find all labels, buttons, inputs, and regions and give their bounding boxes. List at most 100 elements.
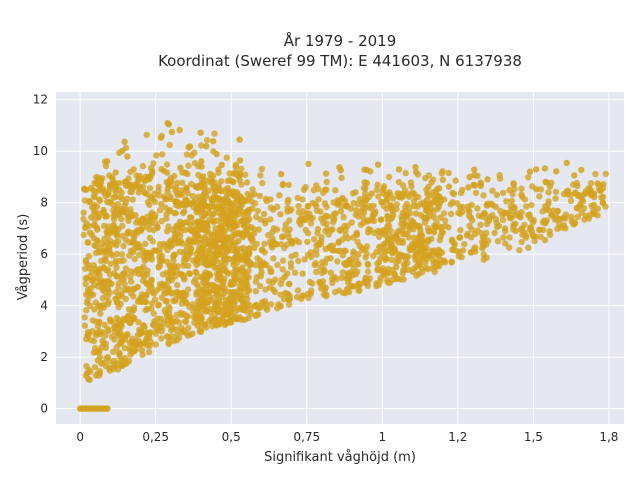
- data-point: [212, 243, 219, 251]
- data-point: [425, 200, 432, 207]
- x-tick-label: 0: [76, 430, 84, 444]
- data-point: [433, 259, 441, 267]
- data-point: [439, 176, 446, 183]
- data-point: [453, 247, 460, 255]
- data-point: [539, 208, 546, 215]
- data-point: [522, 234, 530, 241]
- data-point: [241, 171, 249, 178]
- data-point: [286, 280, 293, 288]
- data-point: [152, 330, 160, 337]
- data-point: [374, 161, 382, 168]
- data-point: [157, 206, 164, 214]
- data-point: [323, 178, 330, 186]
- data-point: [95, 302, 102, 309]
- data-point: [84, 239, 92, 246]
- data-point: [465, 184, 472, 191]
- data-point: [541, 165, 549, 172]
- data-point: [201, 260, 208, 267]
- data-point: [101, 189, 108, 197]
- data-point: [152, 341, 160, 348]
- data-point: [178, 324, 185, 331]
- data-point: [307, 215, 314, 222]
- data-point: [367, 226, 374, 234]
- data-point: [184, 286, 192, 293]
- data-point: [215, 319, 222, 327]
- data-point: [195, 248, 202, 255]
- data-point: [370, 202, 377, 209]
- data-point: [121, 138, 128, 145]
- data-point: [597, 187, 604, 195]
- data-point: [211, 130, 218, 137]
- data-point: [275, 301, 282, 308]
- data-point: [135, 251, 143, 259]
- x-axis-title: Signifikant våghöjd (m): [264, 450, 416, 465]
- data-point: [164, 120, 171, 127]
- data-point: [195, 259, 203, 267]
- data-point: [342, 289, 349, 297]
- data-point: [149, 168, 156, 175]
- data-point: [420, 255, 427, 262]
- data-point: [244, 295, 251, 303]
- data-point: [112, 288, 120, 296]
- data-point: [505, 244, 513, 251]
- data-point: [126, 252, 133, 259]
- data-point: [236, 157, 244, 164]
- data-point: [564, 187, 572, 194]
- data-point: [467, 249, 474, 256]
- data-point: [95, 214, 102, 221]
- data-point: [183, 198, 190, 205]
- data-point: [181, 248, 189, 255]
- data-point: [168, 128, 176, 136]
- data-point: [375, 193, 382, 200]
- data-point: [202, 324, 210, 331]
- data-point: [170, 337, 177, 345]
- data-point: [410, 198, 418, 205]
- data-point: [235, 237, 242, 245]
- data-point: [338, 274, 345, 282]
- data-point: [274, 261, 281, 269]
- data-point: [339, 252, 346, 259]
- data-point: [143, 223, 151, 230]
- data-point: [107, 260, 115, 267]
- data-point: [91, 364, 99, 371]
- data-point: [216, 275, 223, 282]
- data-point: [319, 258, 326, 266]
- data-point: [188, 214, 195, 221]
- data-point: [483, 220, 491, 228]
- data-point: [308, 287, 315, 294]
- data-point: [233, 245, 240, 253]
- data-point: [267, 265, 274, 272]
- data-point: [287, 264, 295, 271]
- data-point: [451, 240, 458, 247]
- data-point: [220, 239, 228, 247]
- data-point: [169, 226, 176, 234]
- data-point: [256, 257, 264, 264]
- data-point: [131, 255, 138, 263]
- data-point: [127, 319, 134, 326]
- data-point: [120, 358, 127, 365]
- data-point: [251, 191, 258, 198]
- data-point: [302, 226, 309, 234]
- data-point: [113, 314, 121, 322]
- data-point: [395, 178, 403, 186]
- data-point: [126, 344, 133, 352]
- data-point: [162, 196, 169, 203]
- data-point: [198, 142, 205, 149]
- data-point: [212, 217, 220, 224]
- data-point: [237, 266, 245, 273]
- data-point: [232, 252, 240, 259]
- data-point: [134, 180, 141, 187]
- data-point: [157, 134, 165, 141]
- data-point: [363, 250, 370, 257]
- data-point: [160, 167, 168, 175]
- data-point: [202, 250, 210, 258]
- data-point: [118, 251, 126, 258]
- data-point: [160, 240, 167, 247]
- data-point: [554, 216, 562, 223]
- data-point: [387, 241, 395, 249]
- data-point: [438, 228, 445, 236]
- data-point: [165, 339, 172, 346]
- data-point: [345, 270, 352, 278]
- data-point: [445, 183, 453, 190]
- data-point: [518, 191, 525, 198]
